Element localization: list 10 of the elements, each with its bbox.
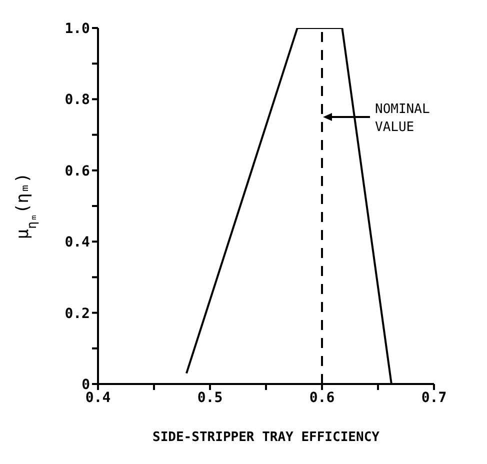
y-tick-label: 0.8 bbox=[64, 92, 90, 108]
x-tick-label: 0.7 bbox=[421, 390, 447, 406]
y-tick-label: 0.6 bbox=[64, 163, 90, 180]
x-tick-label: 0.5 bbox=[197, 390, 223, 406]
y-tick-label: 0.2 bbox=[64, 306, 90, 322]
y-tick-label: 1.0 bbox=[64, 20, 90, 37]
annotation: NOMINAL VALUE bbox=[375, 102, 430, 135]
x-axis-title: SIDE-STRIPPER TRAY EFFICIENCY bbox=[152, 430, 380, 445]
y-tick-label: 0.4 bbox=[64, 234, 90, 251]
x-tick-label: 0.6 bbox=[309, 390, 335, 406]
